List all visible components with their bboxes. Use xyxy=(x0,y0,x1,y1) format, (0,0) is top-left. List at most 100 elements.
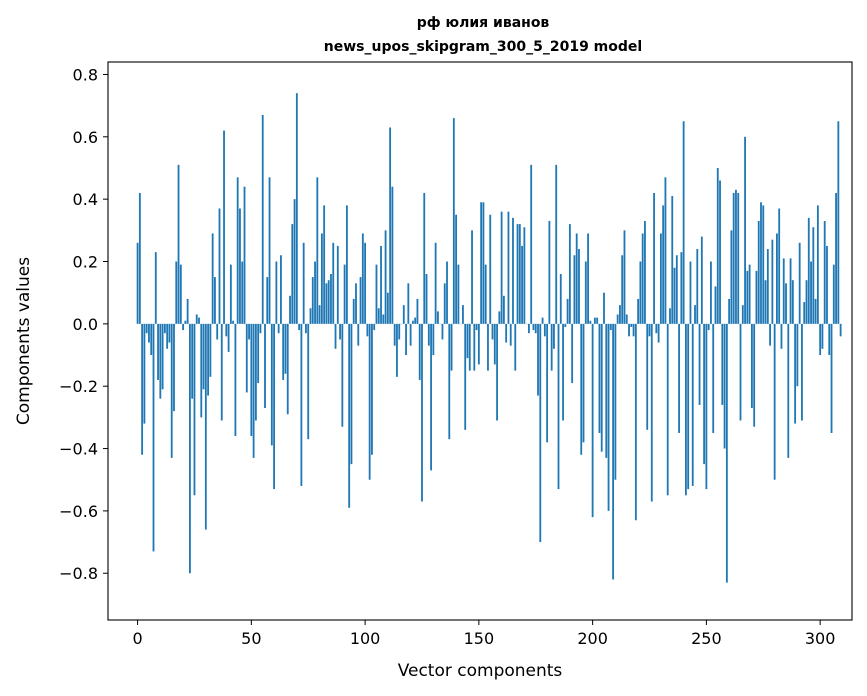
bar xyxy=(280,255,282,324)
bar xyxy=(682,121,685,324)
bar xyxy=(245,323,248,393)
bar xyxy=(257,323,260,384)
bar xyxy=(807,217,810,324)
bar xyxy=(259,323,262,334)
bar xyxy=(182,323,184,331)
y-tick-label: −0.8 xyxy=(59,564,98,583)
bar xyxy=(177,164,180,324)
bar xyxy=(591,323,594,518)
bar xyxy=(366,323,369,337)
y-tick-label: 0.8 xyxy=(73,65,98,84)
bar xyxy=(773,323,776,480)
bar xyxy=(275,261,278,324)
bar xyxy=(814,298,817,324)
bar xyxy=(484,264,487,324)
bar xyxy=(505,323,508,343)
bar xyxy=(289,295,291,324)
bar xyxy=(286,323,289,415)
bar xyxy=(179,264,182,324)
bar xyxy=(254,323,257,421)
bar xyxy=(623,230,626,324)
y-tick-label: −0.4 xyxy=(59,440,98,459)
bar xyxy=(835,192,837,324)
bar xyxy=(204,323,207,530)
bar xyxy=(746,270,749,324)
bar xyxy=(669,308,671,324)
bar xyxy=(361,233,364,324)
bar xyxy=(837,121,840,324)
bar xyxy=(173,323,175,412)
bar xyxy=(264,323,266,409)
bar xyxy=(516,224,519,324)
bar xyxy=(625,314,628,324)
bar xyxy=(766,249,769,324)
bar xyxy=(691,323,694,486)
bar xyxy=(423,192,426,324)
bar xyxy=(614,323,617,480)
bar xyxy=(634,323,637,521)
bar xyxy=(787,323,790,458)
bar xyxy=(514,323,517,371)
bar xyxy=(564,323,567,327)
bar xyxy=(630,323,633,327)
bar xyxy=(348,323,351,508)
bar xyxy=(163,323,166,334)
y-tick-label: 0.4 xyxy=(73,190,98,209)
bar xyxy=(589,320,592,324)
bar xyxy=(223,130,225,324)
bar xyxy=(710,261,712,324)
bar xyxy=(491,323,494,340)
bar xyxy=(364,242,367,324)
bar xyxy=(261,114,264,324)
bar xyxy=(202,323,205,390)
bar xyxy=(769,323,771,346)
bar xyxy=(737,192,740,324)
bar xyxy=(687,323,690,490)
bar xyxy=(580,323,583,455)
bar xyxy=(559,273,562,324)
bar xyxy=(141,323,144,455)
bar xyxy=(644,220,646,324)
bar xyxy=(728,298,731,324)
bar xyxy=(355,283,357,324)
bar xyxy=(541,317,544,324)
bar xyxy=(189,323,191,574)
bar xyxy=(327,280,330,324)
bar xyxy=(575,233,578,324)
bar xyxy=(307,323,310,440)
bar xyxy=(755,270,758,324)
bar xyxy=(418,323,421,380)
bar xyxy=(220,323,223,421)
bar xyxy=(578,249,580,324)
bar xyxy=(270,323,273,446)
bar xyxy=(227,323,230,352)
bar xyxy=(612,323,615,580)
bar xyxy=(161,323,164,390)
bar xyxy=(632,323,635,337)
bar xyxy=(414,317,417,324)
bar xyxy=(707,323,710,331)
bar xyxy=(341,323,344,427)
bar xyxy=(473,323,476,371)
bar xyxy=(671,196,674,324)
bar xyxy=(136,242,139,324)
bar xyxy=(487,323,489,371)
bar xyxy=(548,220,551,324)
bar xyxy=(295,93,298,324)
bar xyxy=(186,298,189,324)
bar xyxy=(211,233,214,324)
bar xyxy=(316,177,319,324)
bar xyxy=(334,323,337,349)
bar xyxy=(384,230,387,324)
bar xyxy=(450,323,453,371)
bar xyxy=(357,323,360,346)
bar xyxy=(409,323,412,346)
bar xyxy=(673,267,676,324)
bar xyxy=(475,323,478,331)
bar xyxy=(502,295,505,324)
bar xyxy=(330,273,332,324)
bar xyxy=(650,323,653,502)
bar xyxy=(405,323,407,356)
x-tick-label: 250 xyxy=(691,629,722,648)
bar xyxy=(166,323,169,349)
